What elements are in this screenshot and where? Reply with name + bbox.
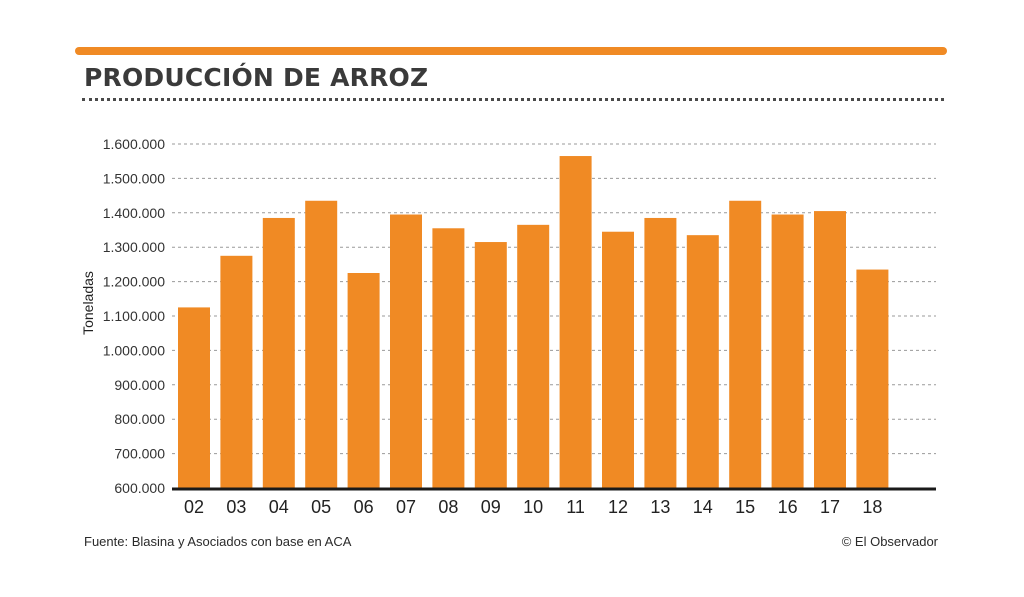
x-tick-labels: 02 03 04 05 06 07 08 09 10 11 12 13 14 15 16 17 18 (184, 497, 882, 517)
bar-11 (559, 156, 592, 489)
y-tick-label: 600.000 (114, 480, 165, 496)
x-tick-label: 15 (735, 497, 755, 517)
bar-02 (178, 307, 210, 488)
x-tick-label: 07 (396, 497, 416, 517)
x-tick-label: 03 (226, 497, 246, 517)
bars (178, 156, 889, 489)
bar-06 (347, 273, 380, 488)
x-tick-label: 02 (184, 497, 204, 517)
x-tick-label: 11 (566, 497, 585, 517)
bar-07 (390, 214, 422, 488)
bar-18 (856, 269, 889, 488)
bar-05 (305, 200, 338, 488)
top-accent-bar (75, 47, 947, 55)
x-tick-label: 13 (650, 497, 670, 517)
bar-12 (602, 231, 634, 488)
bar-17 (814, 211, 846, 488)
x-tick-label: 18 (862, 497, 882, 517)
x-tick-label: 17 (820, 497, 840, 517)
x-tick-label: 09 (481, 497, 501, 517)
bar-04 (262, 217, 295, 488)
bar-13 (644, 217, 677, 488)
x-tick-label: 05 (311, 497, 331, 517)
title-divider (82, 98, 944, 101)
chart-title: PRODUCCIÓN DE ARROZ (84, 63, 429, 92)
x-tick-label: 16 (778, 497, 798, 517)
y-tick-label: 1.000.000 (103, 342, 165, 358)
x-tick-label: 12 (608, 497, 628, 517)
y-tick-label: 900.000 (114, 377, 165, 393)
y-tick-label: 1.200.000 (103, 274, 165, 290)
y-tick-label: 1.600.000 (103, 136, 165, 152)
bar-16 (771, 214, 804, 488)
y-tick-label: 1.100.000 (103, 308, 165, 324)
y-tick-label: 1.400.000 (103, 205, 165, 221)
y-tick-label: 1.500.000 (103, 170, 165, 186)
bar-14 (686, 235, 719, 488)
gridlines (172, 143, 936, 455)
bar-10 (517, 224, 550, 488)
y-axis-label: Toneladas (80, 271, 96, 335)
x-tick-label: 08 (438, 497, 458, 517)
bar-15 (729, 200, 762, 488)
x-tick-label: 04 (269, 497, 289, 517)
x-tick-label: 10 (523, 497, 543, 517)
x-tick-label: 06 (354, 497, 374, 517)
x-tick-label: 14 (693, 497, 713, 517)
bar-09 (474, 242, 507, 488)
source-note: Fuente: Blasina y Asociados con base en … (84, 534, 352, 549)
y-tick-label: 800.000 (114, 411, 165, 427)
credit-note: © El Observador (841, 534, 938, 549)
bar-03 (220, 255, 253, 488)
y-tick-labels: 600.000 700.000 800.000 900.000 1.000.000 1.1… (103, 136, 166, 496)
y-tick-label: 1.300.000 (103, 239, 165, 255)
bar-08 (432, 228, 465, 488)
y-tick-label: 700.000 (114, 446, 165, 462)
